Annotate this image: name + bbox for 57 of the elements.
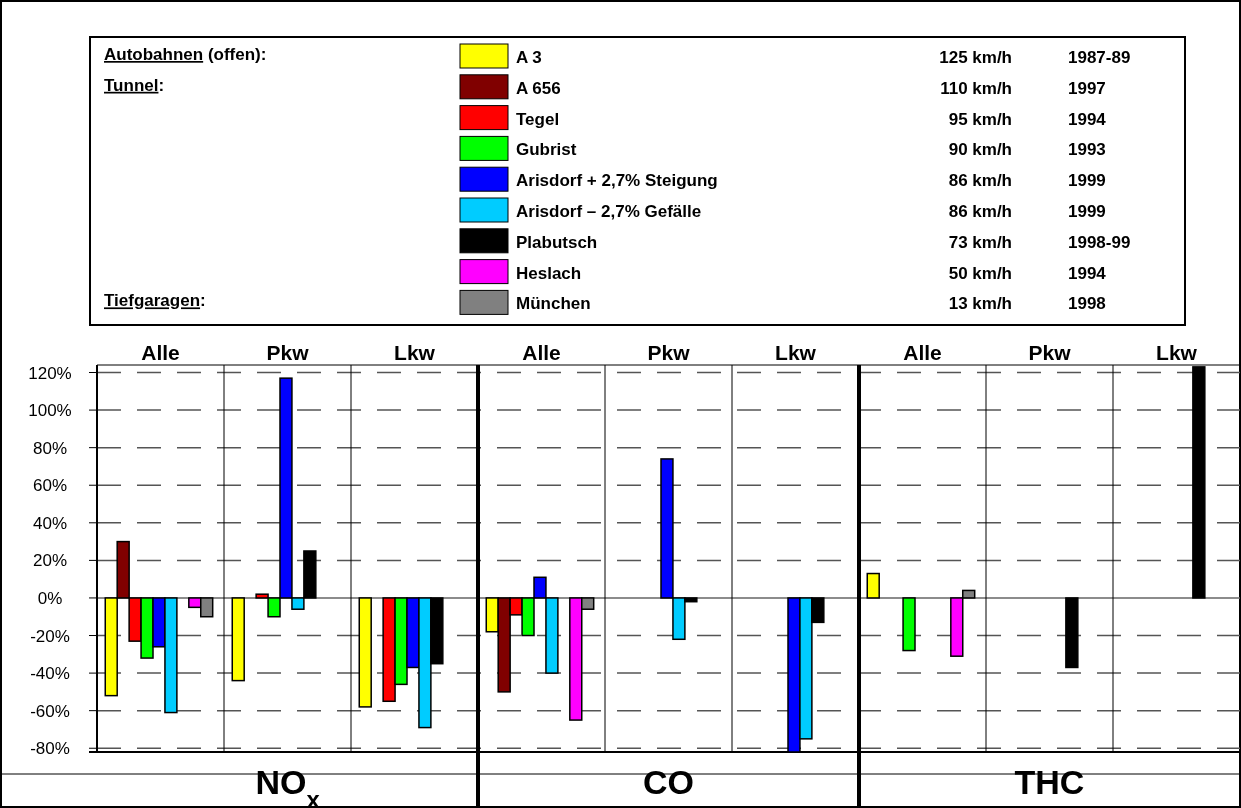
legend-label: Arisdorf – 2,7% Gefälle	[516, 202, 702, 221]
y-tick-label: -80%	[30, 739, 70, 759]
bar	[358, 597, 372, 708]
text: 1998-99	[1068, 232, 1131, 252]
text: THC	[1014, 763, 1085, 801]
bar	[902, 597, 916, 652]
legend-label: Plabutsch	[516, 232, 598, 252]
text: 1999	[1068, 202, 1106, 221]
text: Autobahnen (offen):	[104, 45, 267, 64]
bar	[1065, 597, 1079, 669]
text: 1999	[1068, 171, 1106, 191]
text: Tunnel:	[104, 75, 165, 95]
y-tick-label: 0%	[37, 588, 63, 608]
y-tick-label: 80%	[32, 438, 68, 458]
text: CO	[643, 763, 694, 801]
y-tick-label: 40%	[32, 513, 68, 533]
text: 50 km/h	[948, 263, 1012, 283]
bar	[866, 572, 880, 599]
x-tick-label: Lkw	[1156, 341, 1198, 364]
text: 13 km/h	[948, 294, 1012, 314]
text: 86 km/h	[948, 171, 1012, 191]
y-tick-label: 100%	[28, 401, 72, 421]
y-tick-label: 20%	[32, 551, 68, 571]
legend-label: Arisdorf + 2,7% Steigung	[516, 171, 718, 191]
text: 1994	[1068, 109, 1107, 129]
text: 125 km/h	[939, 48, 1012, 67]
y-tick-label: -40%	[30, 664, 70, 684]
text: 1993	[1068, 140, 1106, 160]
x-tick-label: Pkw	[647, 341, 691, 364]
text: 1998	[1068, 294, 1106, 314]
y-tick-label: 120%	[28, 363, 72, 383]
y-tick-label: -60%	[30, 701, 70, 721]
text: 90 km/h	[948, 140, 1012, 160]
x-tick-label: Pkw	[1028, 341, 1072, 364]
legend-label: Gubrist	[516, 140, 577, 160]
text: 73 km/h	[948, 232, 1012, 252]
text: 110 km/h	[940, 78, 1012, 98]
text: 1994	[1068, 263, 1107, 283]
x-tick-label: Alle	[141, 341, 180, 364]
legend-label: München	[516, 294, 591, 314]
text: 95 km/h	[948, 109, 1012, 129]
legend-label: Tegel	[516, 109, 560, 129]
y-tick-label: 60%	[32, 476, 68, 496]
x-tick-label: Pkw	[266, 341, 310, 364]
text: 1987-89	[1068, 48, 1131, 67]
y-tick-label: -20%	[30, 626, 70, 646]
text: Tiefgaragen:	[104, 291, 206, 311]
text: 1997	[1068, 78, 1106, 98]
x-tick-label: Lkw	[775, 341, 817, 364]
x-tick-label: Alle	[522, 341, 561, 364]
x-tick-label: Alle	[903, 341, 942, 364]
x-tick-label: Lkw	[394, 341, 436, 364]
legend-label: A 656	[516, 78, 561, 98]
legend-label: Heslach	[516, 263, 582, 283]
text: 86 km/h	[948, 202, 1012, 221]
bar	[231, 597, 245, 682]
legend-label: A 3	[516, 48, 542, 67]
